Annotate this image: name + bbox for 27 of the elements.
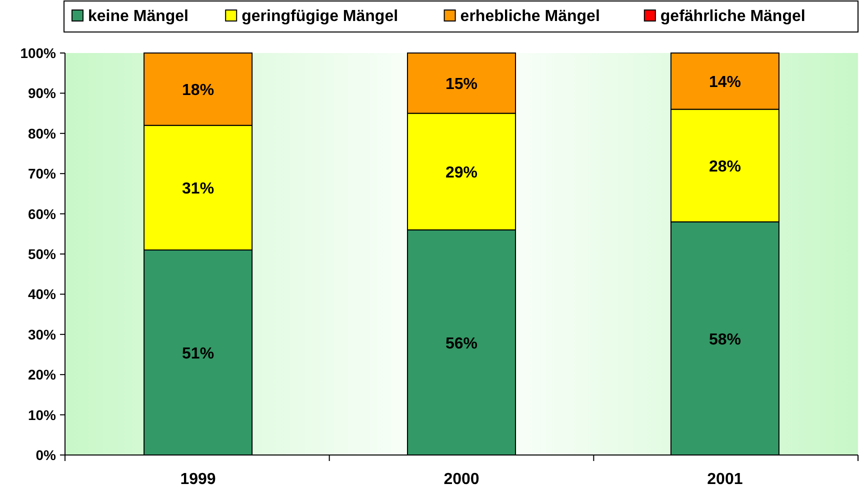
x-tick-label: 1999: [180, 471, 216, 488]
y-tick-label: 10%: [28, 406, 57, 423]
y-tick-label: 90%: [28, 85, 57, 102]
x-tick-label: 2000: [444, 471, 480, 488]
data-label: 51%: [182, 345, 214, 362]
y-tick-label: 20%: [28, 366, 57, 383]
y-tick-label: 70%: [28, 166, 57, 182]
y-tick-label: 80%: [28, 125, 57, 142]
data-label: 14%: [708, 74, 741, 92]
data-label: 28%: [708, 158, 741, 176]
data-label: 58%: [708, 331, 741, 348]
legend-label: gefährliche Mängel: [660, 8, 806, 25]
y-tick-label: 40%: [28, 286, 57, 302]
legend-label: geringfügige Mängel: [242, 8, 398, 25]
y-tick-label: 0%: [36, 447, 57, 463]
data-label: 56%: [445, 335, 478, 352]
data-label: 15%: [445, 76, 478, 94]
y-tick-label: 50%: [28, 246, 57, 262]
data-label: 18%: [182, 82, 214, 100]
y-tick-label: 30%: [28, 326, 57, 342]
legend-label: erhebliche Mängel: [460, 8, 600, 25]
y-tick-label: 60%: [28, 206, 57, 222]
y-tick-label: 100%: [20, 45, 57, 61]
data-label: 29%: [445, 164, 478, 182]
data-label: 31%: [182, 180, 214, 198]
legend-label: keine Mängel: [88, 8, 188, 25]
x-tick-label: 2001: [707, 471, 743, 488]
